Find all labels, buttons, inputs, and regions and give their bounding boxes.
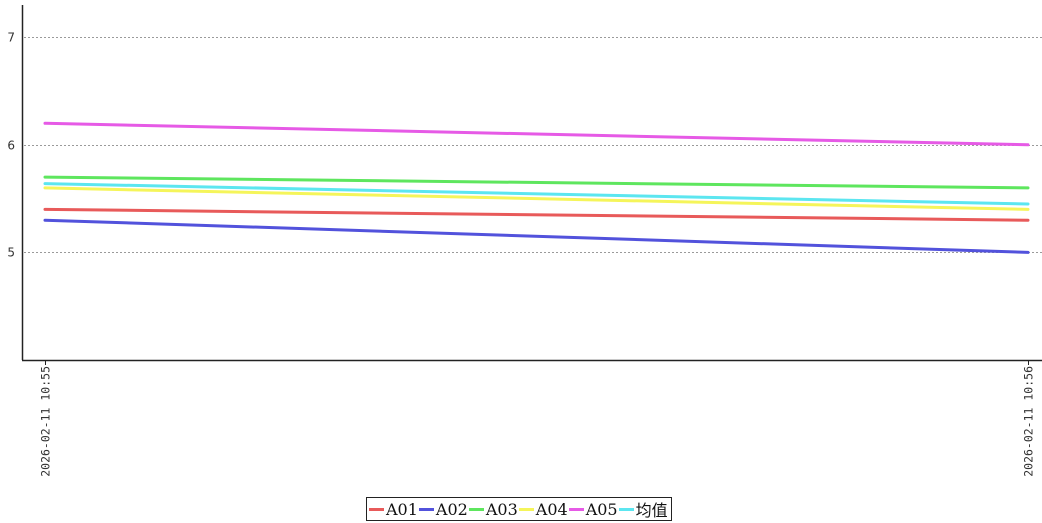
x-tick-label: 2026-02-11 10:56 [1022,366,1036,477]
legend: A01 A02 A03 A04 A05 均值 [366,497,672,521]
legend-item[interactable]: A05 [568,499,618,519]
legend-item[interactable]: A03 [468,499,518,519]
axes [21,5,1042,365]
legend-swatch [618,507,634,511]
legend-swatch [568,507,584,511]
series-line-均值 [43,182,1030,206]
y-tick-label: 7 [7,31,15,45]
legend-item[interactable]: 均值 [618,497,668,521]
legend-label: A03 [485,499,518,519]
y-tick-label: 5 [7,246,15,260]
series-line-A05 [43,121,1030,147]
legend-label: A04 [535,499,568,519]
legend-label: A02 [435,499,468,519]
legend-swatch [369,507,384,511]
legend-item[interactable]: A01 [369,500,418,519]
legend-swatch [518,507,534,511]
legend-item[interactable]: A02 [418,499,468,519]
series-line-A01 [43,207,1030,222]
series-lines [43,121,1030,254]
legend-swatch [418,507,434,511]
legend-label: A01 [386,499,418,519]
legend-swatch [468,507,484,511]
series-line-A03 [43,175,1030,190]
series-line-A04 [43,186,1030,211]
legend-label: A05 [585,499,618,519]
grid-lines [24,37,1042,253]
legend-label: 均值 [635,501,668,520]
x-tick-label: 2026-02-11 10:55 [39,366,53,477]
tick-labels: 5 6 7 2026-02-11 10:55 2026-02-11 10:56 [7,31,1035,477]
series-line-A02 [43,218,1030,254]
y-tick-label: 6 [7,139,15,153]
legend-item[interactable]: A04 [518,499,568,519]
